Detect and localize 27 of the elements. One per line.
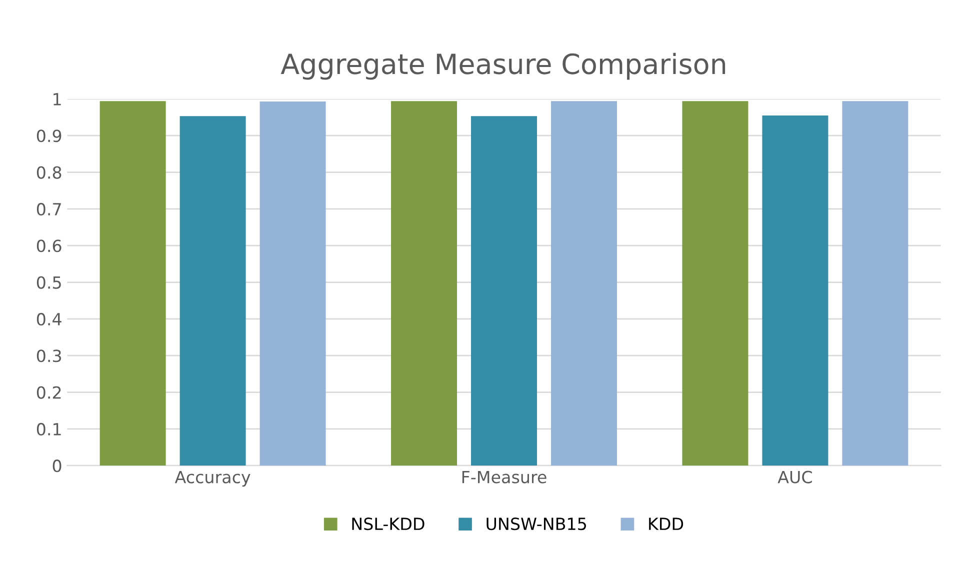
bar [682, 101, 748, 466]
legend-label: UNSW-NB15 [486, 518, 586, 530]
y-tick-label: 0.9 [36, 130, 62, 142]
legend-label: KDD [649, 518, 684, 530]
bar [260, 102, 326, 466]
x-tick-label: Accuracy [174, 470, 250, 487]
y-tick-label: 0.5 [36, 276, 61, 289]
y-tick-label: 0.4 [36, 312, 62, 326]
chart-title: Aggregate Measure Comparison [280, 52, 726, 80]
bar [550, 101, 617, 466]
bar [842, 101, 908, 466]
y-tick-label: 0 [52, 460, 62, 472]
y-tick-label: 0.8 [36, 166, 62, 179]
bar [100, 101, 166, 466]
bar [391, 101, 458, 466]
y-tick-label: 0.1 [36, 422, 61, 436]
y-tick-label: 0.6 [36, 240, 62, 252]
x-tick-label: F-Measure [462, 470, 546, 484]
legend-label: NSL-KDD [352, 518, 424, 530]
y-tick-label: 0.2 [36, 386, 61, 399]
bar [180, 116, 246, 466]
y-tick-label: 0.7 [36, 202, 61, 216]
bar [762, 115, 828, 466]
x-tick-label: AUC [778, 470, 812, 484]
y-tick-label: 1 [54, 93, 61, 106]
y-tick-label: 0.3 [36, 350, 62, 362]
bar [470, 116, 538, 466]
